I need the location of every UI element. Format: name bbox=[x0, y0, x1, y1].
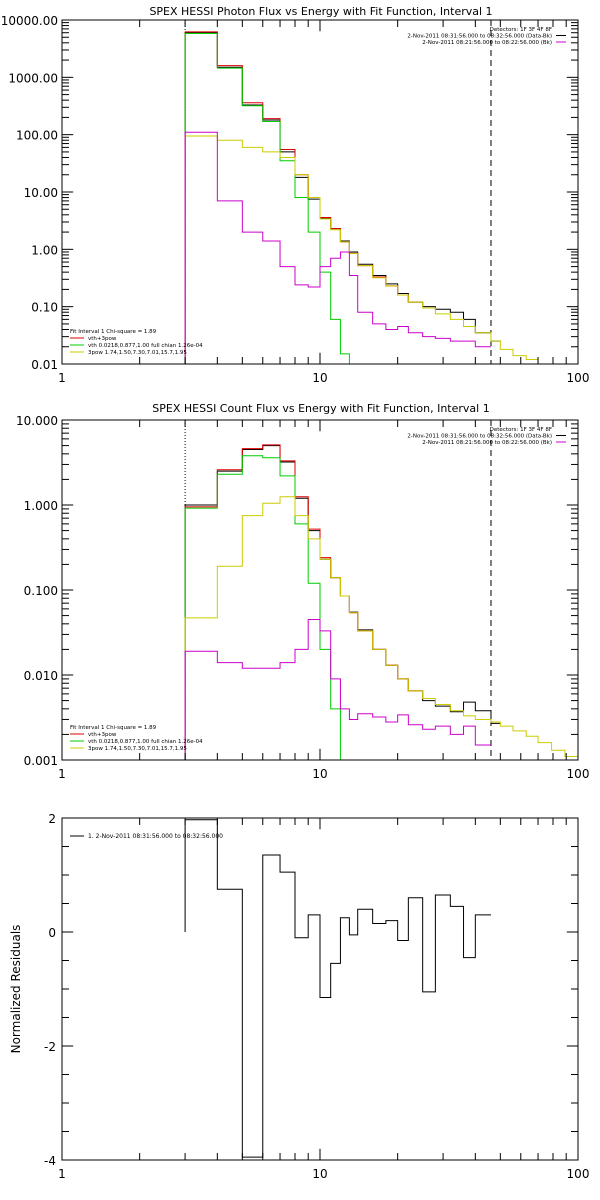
series-4-line bbox=[184, 618, 491, 760]
count-flux-axes: 1 10 100 0.001 0.010 0.100 1.000 10.000 bbox=[16, 414, 589, 781]
x-tick-label: 10 bbox=[312, 371, 327, 385]
legend-entry-text: 2-Nov-2011 08:31:56.000 to 08:32:56.000 … bbox=[407, 434, 552, 440]
series-0-line bbox=[184, 819, 491, 1158]
x-tick-label: 10 bbox=[312, 1167, 327, 1181]
x-tick-label: 1 bbox=[58, 767, 66, 781]
legend-entry-text: 1. 2-Nov-2011 08:31:56.000 to 08:32:56.0… bbox=[88, 833, 223, 840]
residuals-plot-area bbox=[184, 819, 491, 1158]
series-3-line bbox=[184, 496, 578, 760]
x-tick-label: 1 bbox=[58, 371, 66, 385]
photon-flux-title: SPEX HESSI Photon Flux vs Energy with Fi… bbox=[149, 5, 492, 18]
y-tick-label: -4 bbox=[44, 1154, 56, 1168]
legend-entry-text: Detectors: 1F 3F 4F 8F bbox=[490, 27, 552, 33]
series-3-line bbox=[184, 135, 553, 364]
legend-entry-text: 2-Nov-2011 08:21:56.000 to 08:22:56.000 … bbox=[422, 40, 552, 46]
y-tick-label: 0 bbox=[48, 926, 56, 940]
x-tick-label: 100 bbox=[567, 1167, 590, 1181]
x-tick-label: 100 bbox=[567, 767, 590, 781]
y-tick-label: 1.00 bbox=[31, 243, 58, 257]
y-tick-label: 0.100 bbox=[24, 584, 58, 598]
y-tick-label: 2 bbox=[48, 812, 56, 826]
legend-entry-text: 3pow 1.74,1.50,7.30,7.01,15.7,1.95 bbox=[88, 746, 187, 752]
y-tick-label: 10.000 bbox=[16, 414, 58, 428]
legend-entry-text: vth 0.0218,0.877,1.00 full chian 1.26e-0… bbox=[88, 739, 203, 745]
series-2-line bbox=[184, 455, 350, 760]
legend-entry-text: 2-Nov-2011 08:21:56.000 to 08:22:56.000 … bbox=[422, 440, 552, 446]
y-tick-label: 0.010 bbox=[24, 669, 58, 683]
photon-flux-legend-bottom: Fit Interval 1 Chi-square = 1.89vth+3pow… bbox=[70, 329, 203, 356]
y-tick-label: 0.01 bbox=[31, 358, 58, 372]
residuals-panel: 1 10 100 -4 -2 0 2 1. 2-Nov-2011 08:31:56.000 … bbox=[9, 812, 589, 1181]
legend-entry-text: vth+3pow bbox=[88, 732, 117, 738]
residuals-ylabel: Normalized Residuals bbox=[9, 925, 23, 1054]
count-flux-title: SPEX HESSI Count Flux vs Energy with Fit… bbox=[152, 402, 489, 415]
y-tick-label: -2 bbox=[44, 1040, 56, 1054]
y-tick-label: 0.10 bbox=[31, 301, 58, 315]
legend-entry-text: vth+3pow bbox=[88, 336, 117, 342]
residuals-axes: 1 10 100 -4 -2 0 2 bbox=[44, 812, 589, 1181]
series-0-line bbox=[184, 445, 501, 760]
series-1-line bbox=[184, 31, 423, 364]
y-tick-label: 1000.00 bbox=[8, 71, 58, 85]
count-flux-legend-top: Detectors: 1F 3F 4F 8F2-Nov-2011 08:31:5… bbox=[407, 427, 566, 446]
legend-entry-text: 3pow 1.74,1.50,7.30,7.01,15.7,1.95 bbox=[88, 350, 187, 356]
x-tick-label: 100 bbox=[567, 371, 590, 385]
photon-flux-plot-area bbox=[184, 20, 553, 364]
y-tick-label: 1.000 bbox=[24, 499, 58, 513]
photon-flux-legend-top: Detectors: 1F 3F 4F 8F2-Nov-2011 08:31:5… bbox=[407, 27, 566, 46]
y-tick-label: 10000.00 bbox=[1, 14, 58, 28]
series-4-line bbox=[184, 131, 491, 364]
photon-flux-axes: 1 10 100 0.01 0.10 1.00 10.00 100.00 1000.00 1000… bbox=[1, 14, 590, 385]
x-tick-label: 10 bbox=[312, 767, 327, 781]
count-flux-panel: SPEX HESSI Count Flux vs Energy with Fit… bbox=[16, 402, 589, 781]
y-tick-label: 100.00 bbox=[16, 129, 58, 143]
y-tick-label: 0.001 bbox=[24, 754, 58, 768]
count-flux-legend-bottom: Fit Interval 1 Chi-square = 1.89vth+3pow… bbox=[70, 725, 203, 752]
legend-entry-text: vth 0.0218,0.877,1.00 full chian 1.26e-0… bbox=[88, 343, 203, 349]
series-0-line bbox=[184, 32, 501, 364]
legend-entry-text: Fit Interval 1 Chi-square = 1.89 bbox=[70, 329, 157, 335]
residuals-legend: 1. 2-Nov-2011 08:31:56.000 to 08:32:56.0… bbox=[70, 833, 223, 840]
legend-entry-text: Detectors: 1F 3F 4F 8F bbox=[490, 427, 552, 433]
count-flux-plot-area bbox=[184, 420, 578, 760]
legend-entry-text: Fit Interval 1 Chi-square = 1.89 bbox=[70, 725, 157, 731]
x-tick-label: 1 bbox=[58, 1167, 66, 1181]
y-tick-label: 10.00 bbox=[24, 186, 58, 200]
photon-flux-frame bbox=[61, 19, 579, 365]
legend-entry-text: 2-Nov-2011 08:31:56.000 to 08:32:56.000 … bbox=[407, 34, 552, 40]
photon-flux-panel: SPEX HESSI Photon Flux vs Energy with Fi… bbox=[1, 5, 590, 385]
series-1-line bbox=[184, 444, 423, 760]
series-2-line bbox=[184, 33, 350, 364]
